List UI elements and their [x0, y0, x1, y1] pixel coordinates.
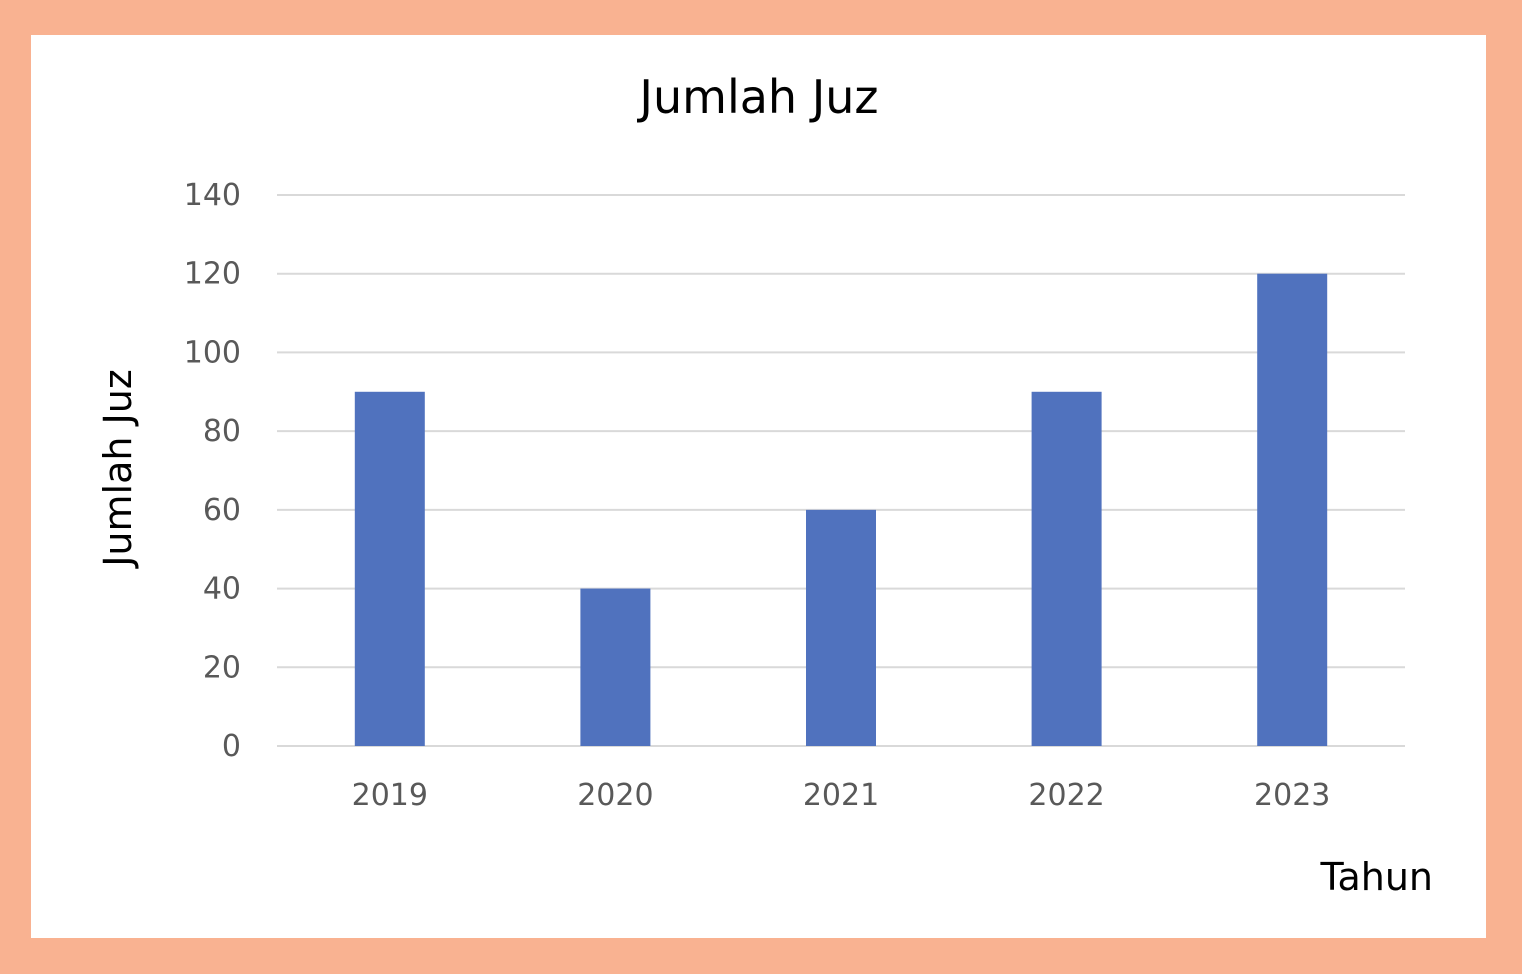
- x-tick-label: 2019: [352, 778, 428, 813]
- x-tick-labels: 2019 2020 2021 2022 2023: [352, 778, 1331, 813]
- y-tick-label: 60: [203, 493, 241, 528]
- x-tick-label: 2020: [577, 778, 653, 813]
- y-tick-label: 120: [184, 257, 241, 292]
- bar-2021: [806, 509, 876, 746]
- bar-2019: [354, 391, 425, 746]
- x-tick-label: 2022: [1028, 778, 1104, 813]
- x-tick-label: 2021: [803, 778, 879, 813]
- y-tick-label: 100: [184, 335, 241, 370]
- x-tick-label: 2023: [1254, 778, 1330, 813]
- y-tick-label: 80: [203, 414, 241, 449]
- y-tick-label: 40: [203, 572, 241, 607]
- bar-2023: [1257, 273, 1328, 746]
- y-tick-label: 140: [184, 178, 241, 213]
- x-axis-title: Tahun: [1320, 855, 1433, 899]
- y-tick-label: 20: [203, 650, 241, 685]
- bar-2020: [580, 588, 651, 746]
- bar-2022: [1031, 391, 1102, 746]
- chart-frame: 0 20 40 60 80 100 120 140 2019 2020 2021 2022 2023 …: [31, 35, 1486, 938]
- y-tick-labels: 0 20 40 60 80 100 120 140: [184, 178, 241, 764]
- y-tick-label: 0: [222, 729, 241, 764]
- chart-title: Jumlah Juz: [636, 70, 878, 124]
- y-axis-title: Jumlah Juz: [96, 369, 140, 569]
- bars: [354, 273, 1328, 746]
